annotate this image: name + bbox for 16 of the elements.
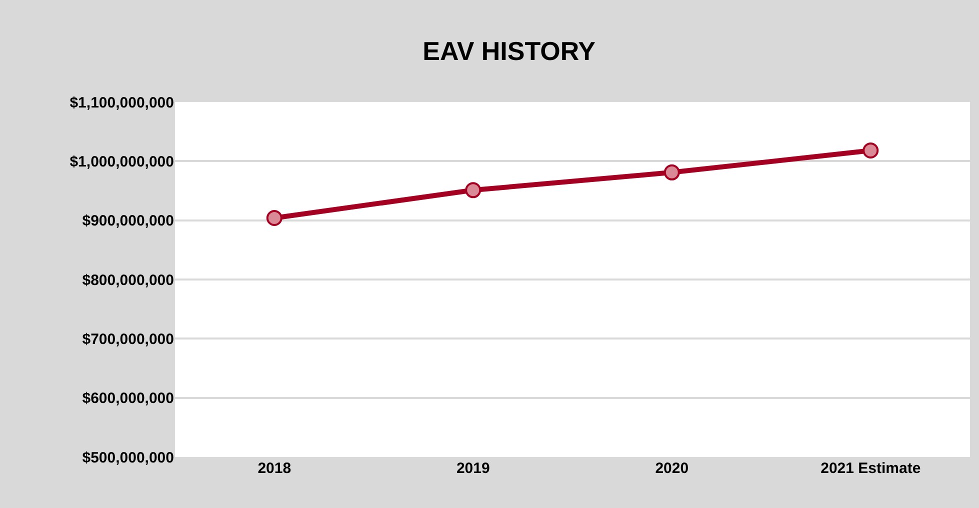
y-tick-label: $1,000,000,000 [70, 153, 174, 170]
point [664, 164, 680, 180]
y-tick-label: $900,000,000 [82, 212, 174, 230]
y-tick-label: $700,000,000 [82, 330, 174, 348]
x-tick-label: 2019 [456, 460, 490, 477]
point [465, 182, 482, 198]
point [862, 142, 879, 159]
point [266, 210, 282, 226]
y-tick-label: $800,000,000 [82, 272, 174, 289]
y-tick-label: $600,000,000 [82, 390, 174, 408]
chart-title: EAV HISTORY [422, 36, 596, 66]
y-tick-label: $500,000,000 [82, 449, 174, 466]
x-tick-label: 2021 Estimate [820, 460, 921, 477]
x-tick-label: 2018 [258, 460, 292, 477]
x-tick-label: 2020 [655, 460, 689, 477]
y-tick-label: $1,100,000,000 [70, 94, 174, 112]
